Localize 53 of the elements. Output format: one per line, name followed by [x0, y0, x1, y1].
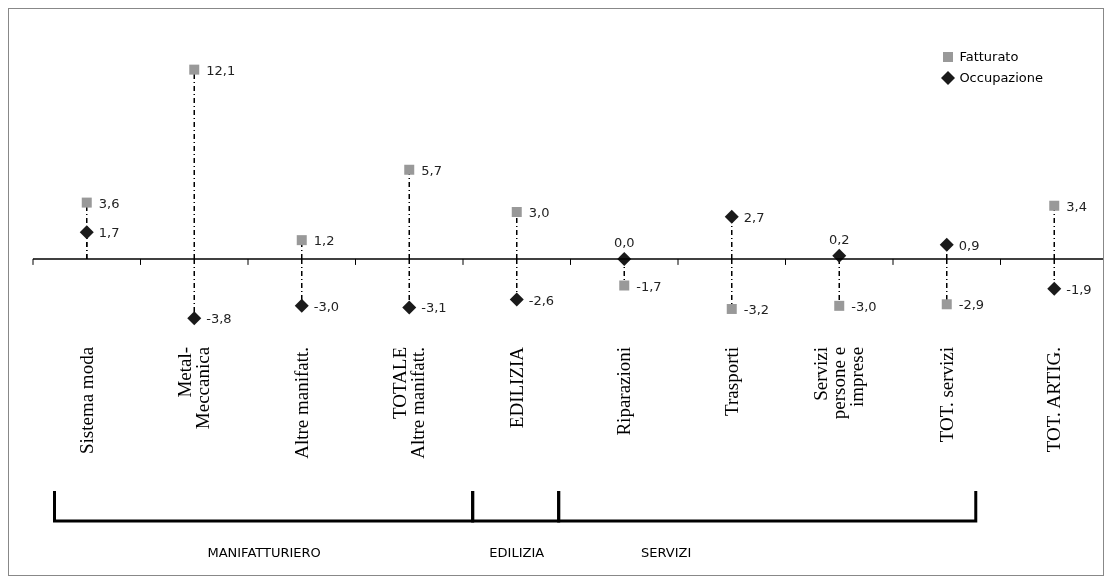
x-tick-label: TOT. servizi	[935, 346, 957, 443]
legend-label: Occupazione	[959, 70, 1043, 85]
point	[187, 311, 202, 326]
point	[619, 280, 630, 291]
data-label: -1,9	[1066, 281, 1092, 297]
x-tick-label: Riparazioni	[613, 346, 635, 436]
x-tick-label: Servizi persone e imprese	[810, 346, 868, 420]
data-label: -3,1	[421, 300, 447, 316]
data-label: -3,8	[206, 311, 232, 327]
point	[81, 197, 92, 208]
data-label: 12,1	[206, 62, 236, 78]
point	[294, 298, 309, 313]
point	[726, 303, 737, 314]
point	[404, 164, 415, 175]
x-tick-label: TOTALE Altre manifatt.	[389, 346, 429, 459]
data-label: 0,2	[828, 231, 850, 247]
data-label: 3,4	[1066, 198, 1087, 214]
point	[1047, 281, 1062, 296]
point	[724, 209, 739, 224]
x-tick-label: Metal- Meccanica	[174, 346, 214, 430]
x-tick-label: Trasporti	[720, 346, 742, 416]
data-label: 3,0	[528, 204, 550, 220]
legend-label: Fatturato	[959, 49, 1019, 64]
point	[511, 206, 522, 217]
data-label: -3,0	[851, 298, 877, 314]
x-tick-label: TOT. ARTIG.	[1043, 346, 1065, 453]
data-label: 0,9	[958, 237, 980, 253]
data-label: 1,7	[98, 225, 120, 241]
point	[834, 300, 845, 311]
x-tick-label: Altre manifatt.	[290, 346, 312, 459]
point	[939, 237, 954, 252]
text: EDILIZIA	[489, 544, 545, 560]
data-label: -1,7	[636, 278, 662, 294]
data-label: 2,7	[743, 209, 765, 225]
data-label: -2,6	[528, 292, 555, 308]
point	[79, 225, 94, 240]
point	[1049, 200, 1060, 211]
point	[509, 292, 524, 307]
data-label: -3,0	[313, 298, 340, 314]
data-label: 5,7	[421, 162, 442, 178]
point	[296, 235, 307, 246]
data-label: 3,6	[98, 195, 120, 211]
x-tick-label: EDILIZIA	[505, 346, 527, 429]
text: SERVIZI	[641, 544, 692, 560]
x-tick-label: Sistema moda	[75, 346, 97, 455]
text: MANIFATTURIERO	[207, 544, 321, 560]
point	[189, 64, 200, 75]
data-label: 0,0	[613, 234, 635, 250]
data-label: -2,9	[958, 297, 985, 313]
data-label: 1,2	[313, 233, 335, 249]
point	[402, 300, 417, 315]
point	[941, 299, 952, 310]
data-label: -3,2	[743, 301, 770, 317]
